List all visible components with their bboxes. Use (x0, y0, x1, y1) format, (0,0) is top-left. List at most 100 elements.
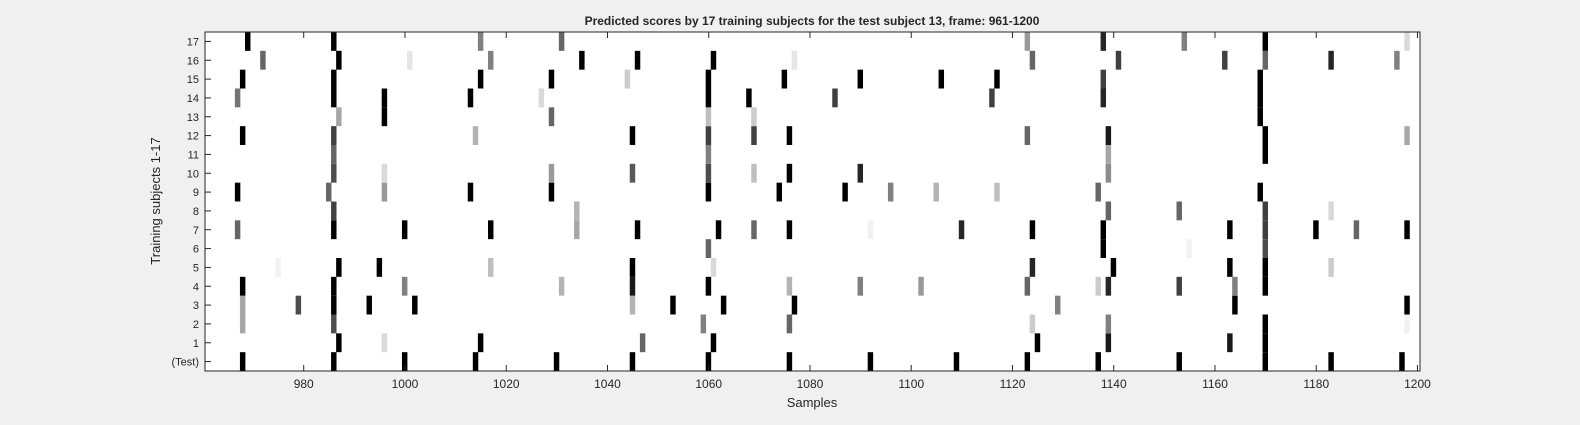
heatmap-cell (1328, 201, 1334, 221)
heatmap-cell (791, 50, 798, 70)
y-tick-label: 16 (187, 55, 199, 67)
heatmap-cell (336, 258, 342, 277)
heatmap-cell (234, 88, 241, 108)
heatmap-cell (786, 163, 793, 183)
heatmap-cell (1176, 201, 1182, 221)
heatmap-cell (1232, 276, 1238, 296)
y-tick-label: 14 (187, 93, 199, 105)
heatmap-cell (1095, 352, 1101, 371)
heatmap-cell (700, 314, 707, 334)
y-tick-label: 8 (193, 206, 199, 218)
heatmap-cell (1262, 239, 1269, 258)
x-tick-label: 1160 (1202, 377, 1228, 391)
heatmap-cell (1328, 352, 1334, 371)
heatmap-cell (1262, 32, 1269, 51)
heatmap-cell (331, 201, 337, 221)
heatmap-cell (401, 220, 408, 240)
heatmap-cell (574, 220, 580, 240)
heatmap-cell (1024, 126, 1031, 145)
heatmap-cell (331, 32, 337, 51)
heatmap-cell (994, 182, 1000, 202)
y-tick-label: 4 (193, 281, 199, 293)
heatmap-cell (336, 107, 342, 127)
heatmap-cell (751, 220, 757, 240)
heatmap-cell (1024, 32, 1031, 51)
heatmap-cell (705, 69, 712, 89)
x-tick-label: 1100 (898, 377, 924, 391)
heatmap-cell (239, 69, 246, 89)
heatmap-cell (239, 314, 246, 334)
heatmap-cell (558, 32, 565, 51)
heatmap-cell (488, 220, 494, 240)
heatmap-cell (381, 182, 388, 202)
y-axis-label: Training subjects 1-17 (148, 137, 163, 264)
heatmap-cell (245, 32, 251, 51)
heatmap-cell (234, 220, 241, 240)
heatmap-cell (1100, 220, 1107, 240)
heatmap-cell (1100, 69, 1107, 89)
heatmap-cell (705, 276, 712, 296)
heatmap-cell (548, 107, 555, 127)
heatmap-cell (776, 182, 783, 202)
heatmap-cell (670, 295, 676, 315)
heatmap-cell (842, 182, 848, 202)
heatmap-cell (715, 220, 722, 240)
y-tick-label: 7 (193, 225, 199, 237)
heatmap-cell (1257, 88, 1263, 108)
heatmap-cell (234, 182, 241, 202)
heatmap-cell (710, 258, 717, 277)
heatmap-cell (918, 276, 924, 296)
heatmap-cell (705, 163, 712, 183)
heatmap-cell (331, 88, 337, 108)
heatmap-cell (1029, 50, 1036, 70)
heatmap-cell (407, 50, 413, 70)
heatmap-cell (1262, 126, 1269, 145)
heatmap-cell (1095, 182, 1101, 202)
heatmap-cell (624, 69, 631, 89)
heatmap-cell (366, 295, 372, 315)
heatmap-cell (1105, 276, 1112, 296)
heatmap-cell (857, 276, 864, 296)
heatmap-cell (1024, 352, 1031, 371)
x-tick-label: 1180 (1303, 377, 1329, 391)
heatmap-cell (1176, 352, 1182, 371)
heatmap-cell (710, 333, 717, 353)
heatmap-cell (1404, 32, 1410, 51)
y-tick-label: 3 (193, 300, 199, 312)
y-tick-label: 1 (193, 338, 199, 350)
y-tick-label: 12 (187, 131, 199, 143)
heatmap-cell (553, 352, 560, 371)
heatmap-cell (477, 333, 484, 353)
heatmap-cell (705, 107, 712, 127)
heatmap-cell (629, 126, 636, 145)
heatmap-cell (629, 258, 636, 277)
heatmap-cell (472, 352, 479, 371)
heatmap-cell (1404, 314, 1410, 334)
heatmap-cell (548, 69, 555, 89)
heatmap-cell (331, 163, 337, 183)
heatmap-cell (477, 32, 484, 51)
x-axis-label: Samples (787, 395, 838, 410)
heatmap-cell (710, 50, 717, 70)
x-tick-label: 1000 (392, 377, 419, 391)
heatmap-cell (538, 88, 545, 108)
heatmap-cell (488, 50, 494, 70)
heatmap-cell (1100, 32, 1107, 51)
heatmap-cell (1100, 239, 1107, 258)
heatmap-cell (1186, 239, 1193, 258)
heatmap-cell (1095, 276, 1101, 296)
heatmap-cell (1227, 333, 1233, 353)
y-tick-label: 5 (193, 262, 199, 274)
heatmap-cell (634, 50, 641, 70)
heatmap-cell (958, 220, 965, 240)
heatmap-cell (1313, 220, 1319, 240)
heatmap-cell (857, 69, 864, 89)
heatmap-cell (467, 182, 474, 202)
y-tick-label: 10 (187, 168, 199, 180)
heatmap-cell (1105, 145, 1112, 164)
heatmap-cell (1105, 126, 1112, 145)
heatmap-cell (579, 50, 585, 70)
heatmap-cell (1232, 295, 1238, 315)
